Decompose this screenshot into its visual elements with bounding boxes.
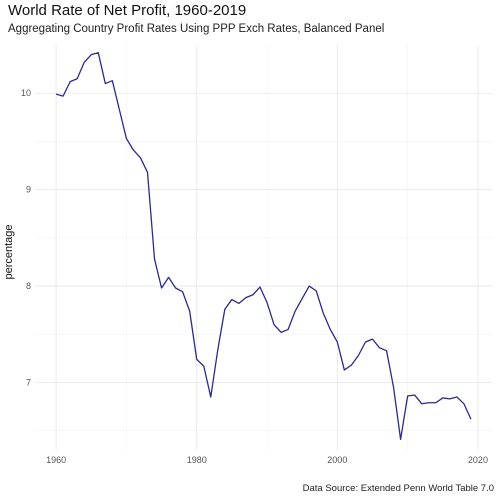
chart-title: World Rate of Net Profit, 1960-2019 [8,2,247,19]
x-axis: 1960 1980 2000 2020 [46,455,488,465]
data-source-caption: Data Source: Extended Penn World Table 7… [302,483,494,494]
x-tick-label: 1980 [187,455,207,465]
y-tick-label: 10 [21,88,31,98]
y-axis-title: percentage [3,224,15,279]
chart-subtitle: Aggregating Country Profit Rates Using P… [8,23,385,35]
x-tick-label: 1960 [46,455,66,465]
series-group [55,52,472,441]
x-tick-label: 2020 [468,455,488,465]
y-tick-label: 7 [26,378,31,388]
grid [35,45,492,450]
y-axis: 7 8 9 10 [21,88,31,387]
y-tick-label: 8 [26,281,31,291]
x-tick-label: 2000 [327,455,347,465]
y-tick-label: 9 [26,185,31,195]
series-line [55,52,472,441]
